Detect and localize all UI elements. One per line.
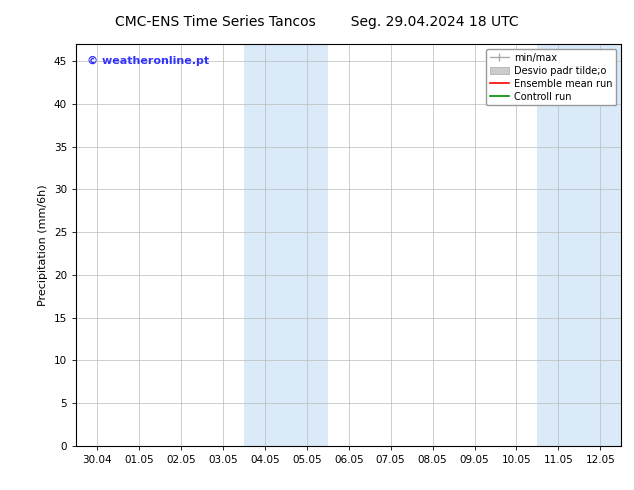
Bar	[538, 44, 621, 446]
Bar	[244, 44, 328, 446]
Y-axis label: Precipitation (mm/6h): Precipitation (mm/6h)	[38, 184, 48, 306]
Text: CMC-ENS Time Series Tancos        Seg. 29.04.2024 18 UTC: CMC-ENS Time Series Tancos Seg. 29.04.20…	[115, 15, 519, 29]
Text: © weatheronline.pt: © weatheronline.pt	[87, 56, 209, 66]
Legend: min/max, Desvio padr tilde;o, Ensemble mean run, Controll run: min/max, Desvio padr tilde;o, Ensemble m…	[486, 49, 616, 105]
